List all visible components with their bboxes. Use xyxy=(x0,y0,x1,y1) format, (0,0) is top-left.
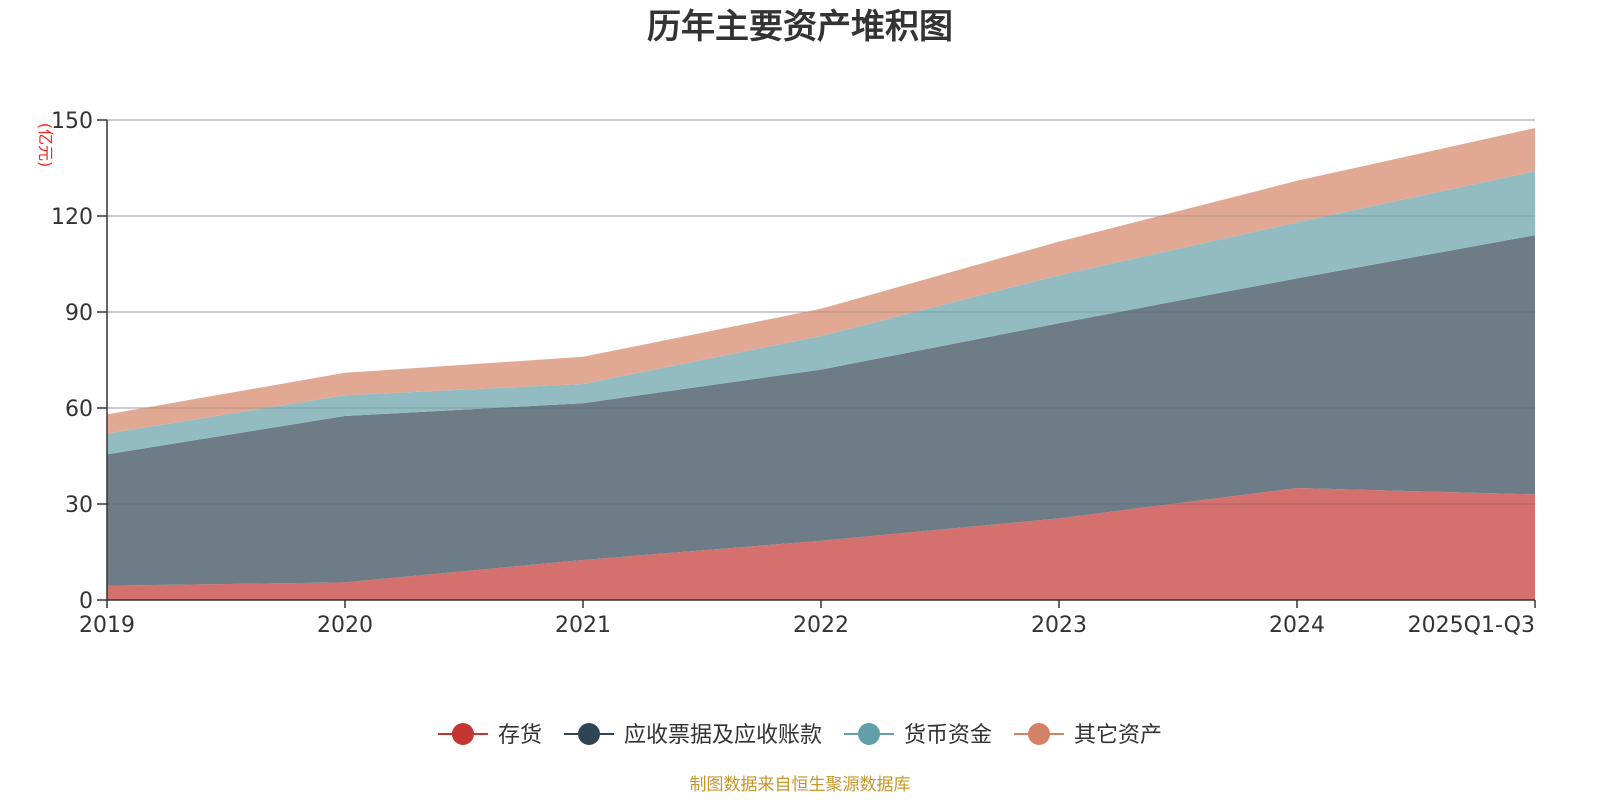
y-tick-label-90: 90 xyxy=(65,301,93,326)
x-tick-label-1: 2020 xyxy=(317,613,373,638)
legend-marker-2 xyxy=(577,723,600,745)
legend-marker-4 xyxy=(1028,723,1051,745)
x-tick-label-2: 2021 xyxy=(555,613,611,638)
legend-label-2: 应收票据及应收账款 xyxy=(624,723,822,748)
x-tick-label-5: 2024 xyxy=(1269,613,1325,638)
axes: 0 30 60 90 120 150 2019 2020 2021 2022 2023 2024 202… xyxy=(51,109,1536,638)
legend-item-1[interactable]: 存货 xyxy=(437,723,542,748)
y-axis-unit-label: (亿元) xyxy=(36,123,55,168)
y-tick-label-120: 120 xyxy=(51,205,93,230)
y-tick-label-60: 60 xyxy=(65,397,93,422)
legend-label-4: 其它资产 xyxy=(1074,723,1162,748)
chart-title: 历年主要资产堆积图 xyxy=(647,7,953,47)
legend-item-2[interactable]: 应收票据及应收账款 xyxy=(563,723,822,748)
y-tick-label-30: 30 xyxy=(65,493,93,518)
x-tick-label-0: 2019 xyxy=(79,613,135,638)
legend-label-3: 货币资金 xyxy=(904,723,992,748)
legend-marker-3 xyxy=(858,723,880,745)
area-series-3 xyxy=(107,171,1535,455)
y-tick-label-150: 150 xyxy=(51,109,93,134)
legend-item-3[interactable]: 货币资金 xyxy=(844,723,992,748)
y-tick-label-0: 0 xyxy=(79,589,93,614)
legend-marker-1 xyxy=(451,723,474,745)
data-source-note: 制图数据来自恒生聚源数据库 xyxy=(690,775,911,795)
x-tick-label-3: 2022 xyxy=(793,613,849,638)
legend-item-4[interactable]: 其它资产 xyxy=(1014,723,1162,748)
area-series-2 xyxy=(107,235,1535,586)
x-tick-label-4: 2023 xyxy=(1031,613,1087,638)
area-series-4 xyxy=(107,128,1535,434)
area-series-1 xyxy=(107,488,1535,600)
area-series xyxy=(107,119,1535,600)
legend-label-1: 存货 xyxy=(498,723,542,748)
legend[interactable]: 存货 应收票据及应收账款 货币资金 其它资产 xyxy=(437,723,1162,748)
x-tick-label-6: 2025Q1-Q3 xyxy=(1408,613,1535,638)
